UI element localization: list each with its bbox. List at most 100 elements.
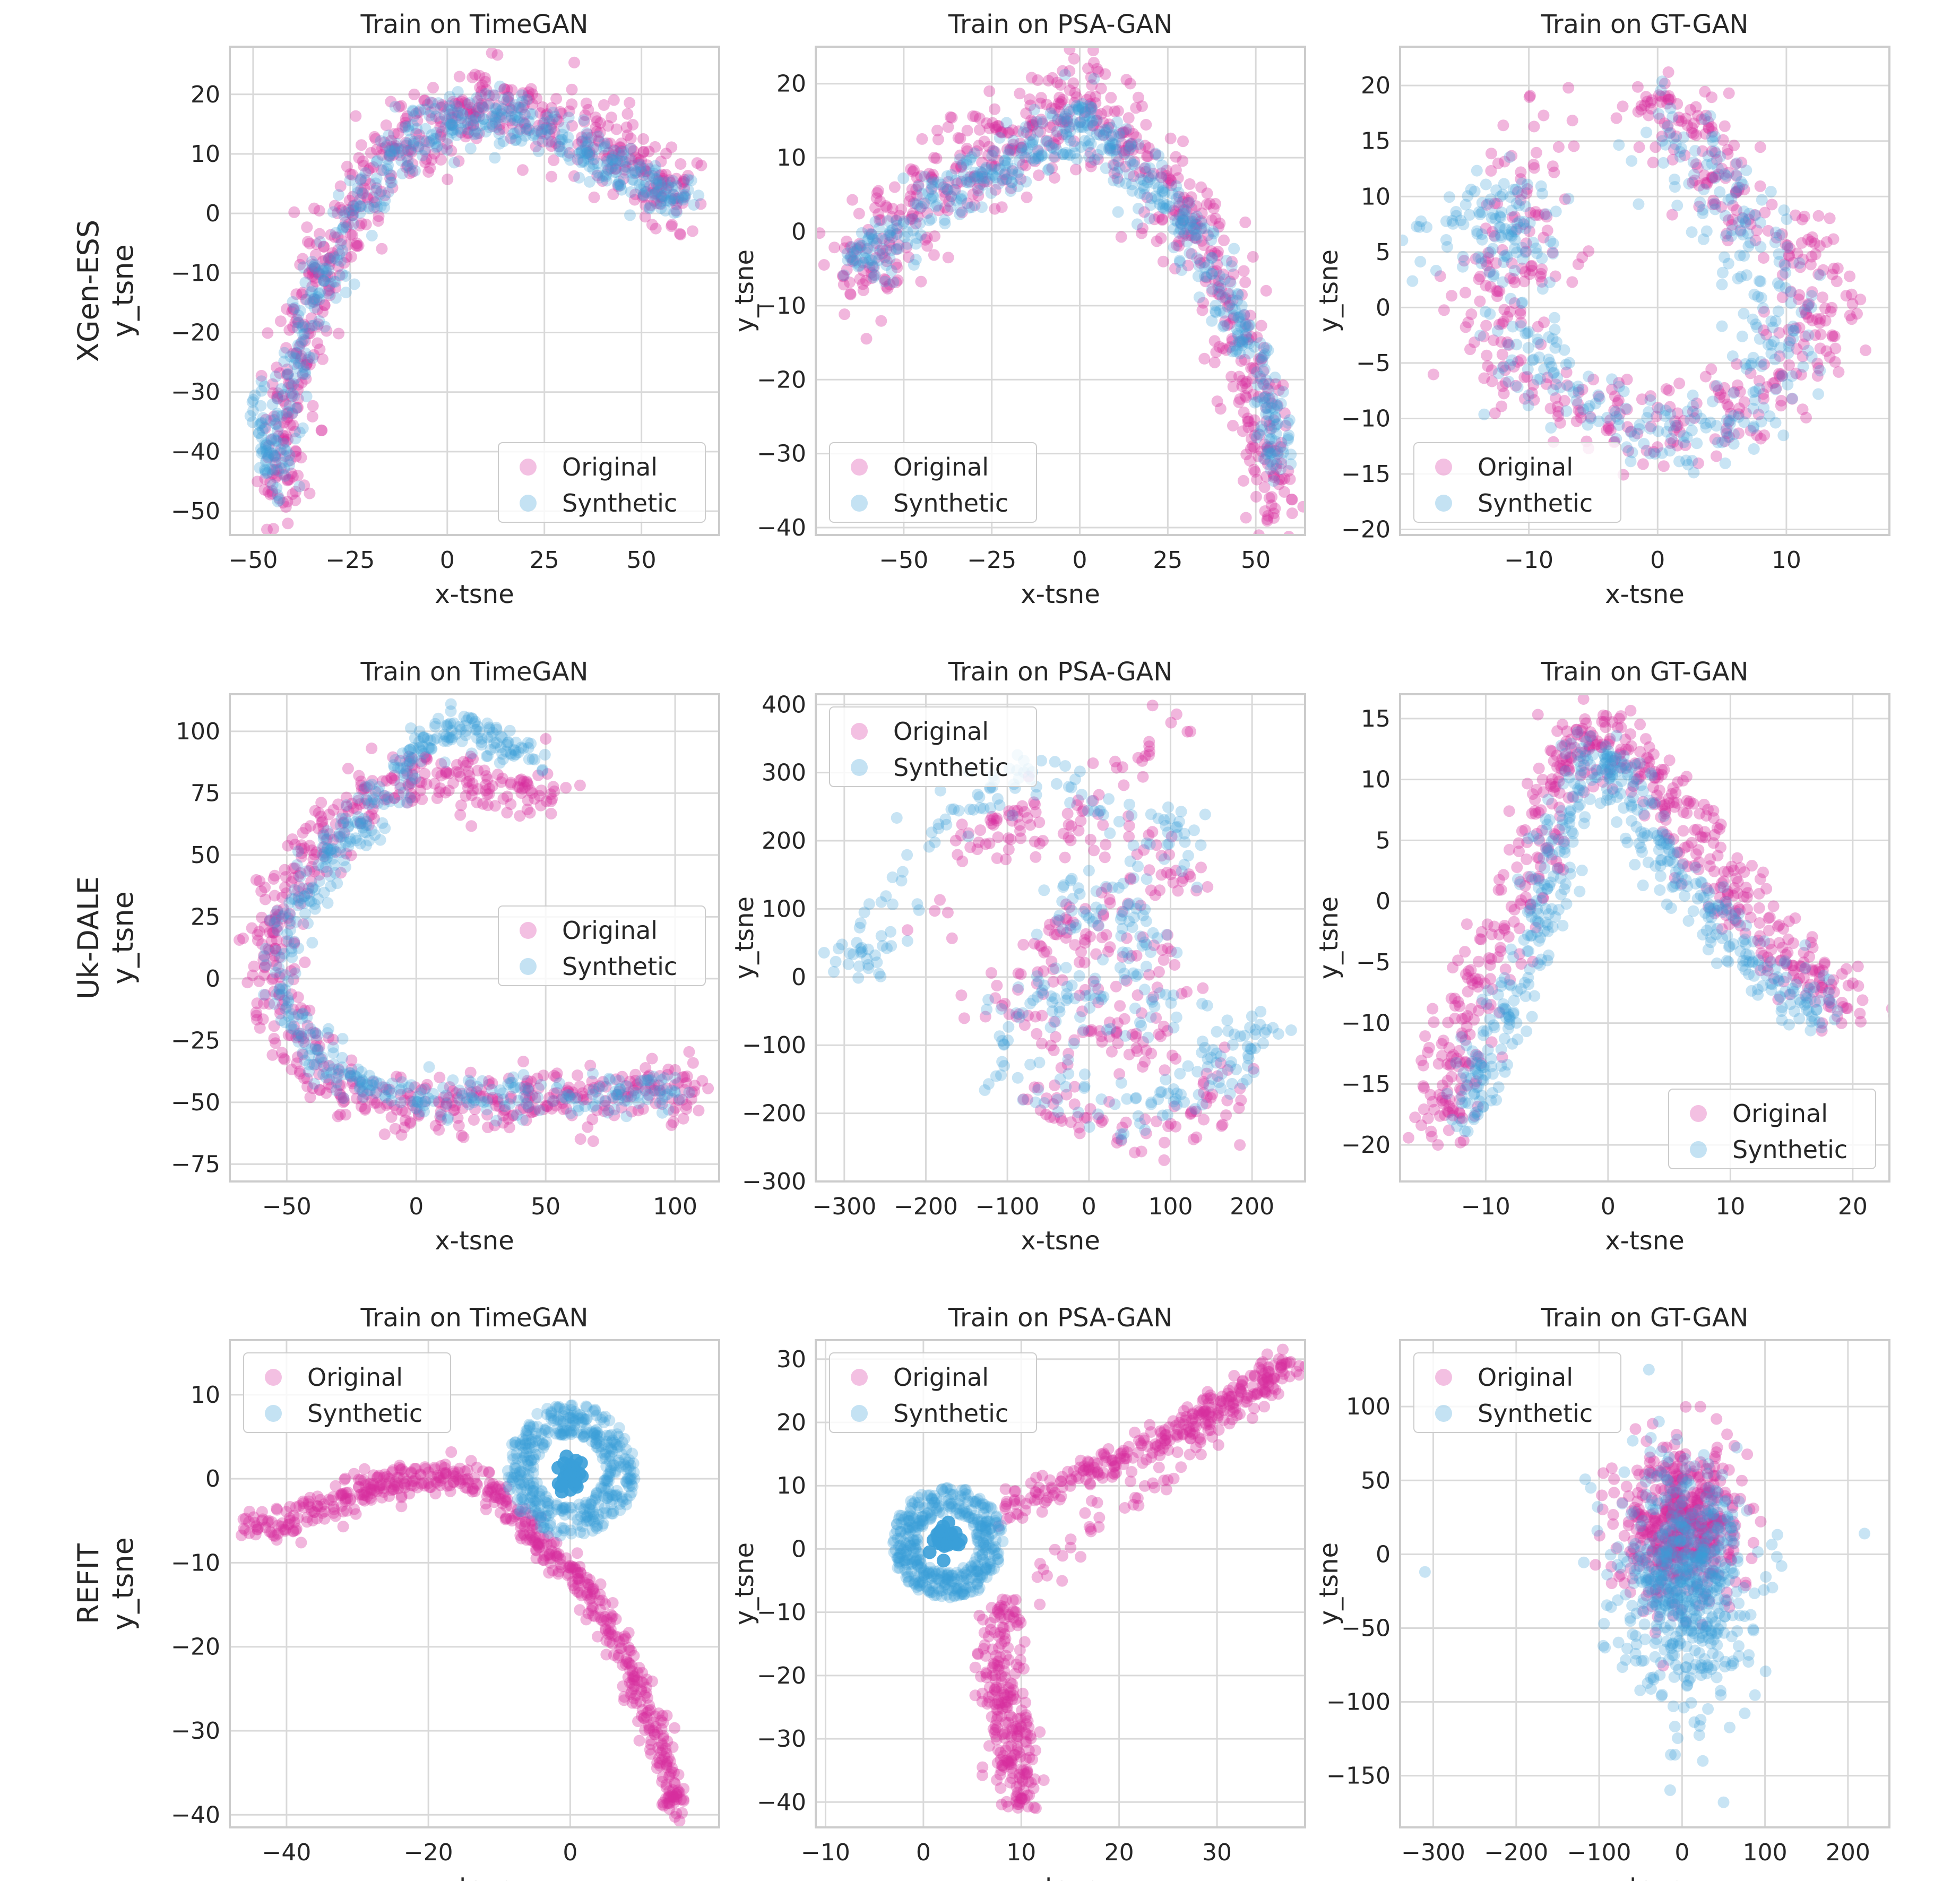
point-original: [283, 473, 296, 486]
point-original: [445, 145, 457, 157]
point-original: [1552, 141, 1565, 153]
point-original: [1767, 377, 1779, 390]
point-original: [925, 171, 937, 183]
point-synthetic: [1644, 447, 1656, 460]
point-original: [304, 358, 316, 370]
point-original: [312, 318, 324, 330]
point-original: [1653, 89, 1665, 101]
point-original: [1163, 172, 1175, 185]
point-synthetic: [1697, 233, 1709, 245]
point-synthetic: [901, 238, 913, 250]
point-synthetic: [279, 470, 291, 482]
point-synthetic: [650, 173, 662, 185]
point-original: [289, 494, 301, 506]
point-synthetic: [637, 188, 650, 200]
point-original: [594, 126, 606, 139]
point-original: [906, 212, 918, 225]
point-original: [345, 251, 357, 263]
point-synthetic: [1137, 174, 1150, 186]
point-synthetic: [1113, 162, 1126, 174]
point-original: [308, 1059, 321, 1071]
point-synthetic: [1201, 271, 1213, 283]
point-synthetic: [1060, 108, 1072, 120]
point-synthetic: [442, 103, 454, 115]
point-original: [1645, 390, 1656, 402]
point-synthetic: [1006, 168, 1018, 180]
point-synthetic: [1262, 442, 1274, 454]
point-synthetic: [1161, 199, 1173, 211]
point-original: [1037, 117, 1049, 130]
point-original: [274, 315, 287, 327]
point-synthetic: [1450, 210, 1462, 222]
point-original: [989, 103, 1000, 115]
point-original: [1024, 99, 1037, 111]
point-original: [1536, 263, 1548, 275]
point-original: [453, 97, 465, 109]
point-original: [1279, 472, 1291, 485]
y-tick-label: −10: [757, 292, 806, 320]
point-original: [556, 108, 568, 119]
point-original: [1707, 194, 1720, 206]
point-original: [1215, 282, 1227, 295]
point-original: [1655, 90, 1667, 102]
point-original: [1789, 209, 1801, 221]
point-original: [615, 137, 627, 150]
point-original: [1688, 117, 1700, 130]
point-synthetic: [1020, 121, 1032, 133]
point-synthetic: [1490, 184, 1503, 196]
point-original: [350, 110, 362, 122]
point-synthetic: [1543, 331, 1555, 343]
point-original: [1464, 343, 1476, 356]
point-original: [329, 200, 341, 212]
point-synthetic: [298, 334, 310, 346]
point-synthetic: [617, 145, 629, 158]
point-synthetic: [442, 133, 454, 144]
point-synthetic: [612, 178, 624, 191]
point-original: [1259, 505, 1271, 517]
point-original: [1155, 167, 1168, 179]
point-synthetic: [258, 421, 271, 433]
point-synthetic: [419, 103, 431, 116]
point-synthetic: [850, 257, 862, 269]
point-synthetic: [1688, 168, 1700, 180]
point-original: [610, 162, 621, 175]
point-original: [1800, 308, 1812, 320]
point-synthetic: [330, 1084, 342, 1097]
point-synthetic: [963, 202, 975, 214]
point-synthetic: [1613, 139, 1625, 151]
point-synthetic: [429, 137, 441, 150]
point-original: [649, 187, 661, 200]
point-original: [586, 1114, 599, 1126]
point-original: [629, 151, 642, 163]
point-original: [563, 105, 575, 117]
point-synthetic: [524, 108, 536, 120]
point-original: [434, 121, 446, 133]
point-original: [1186, 215, 1198, 227]
point-original: [1110, 143, 1123, 156]
point-original: [1541, 211, 1553, 223]
point-synthetic: [1082, 805, 1094, 817]
point-synthetic: [670, 180, 682, 192]
point-original: [1247, 440, 1259, 452]
point-original: [1105, 130, 1117, 142]
point-synthetic: [1268, 421, 1281, 433]
point-original: [1573, 386, 1585, 399]
point-synthetic: [535, 1079, 547, 1091]
point-synthetic: [1262, 344, 1274, 356]
point-synthetic: [1176, 264, 1188, 276]
point-original: [1776, 269, 1789, 281]
point-original: [884, 229, 896, 241]
point-original: [290, 288, 303, 300]
point-synthetic: [445, 104, 457, 116]
point-synthetic: [616, 184, 628, 196]
point-synthetic: [1029, 152, 1041, 165]
point-synthetic: [625, 186, 637, 198]
point-synthetic: [1086, 102, 1098, 114]
point-synthetic: [1545, 360, 1558, 373]
point-synthetic: [1003, 1021, 1015, 1033]
point-synthetic: [1476, 197, 1488, 209]
point-synthetic: [1674, 146, 1686, 158]
point-synthetic: [323, 253, 335, 265]
